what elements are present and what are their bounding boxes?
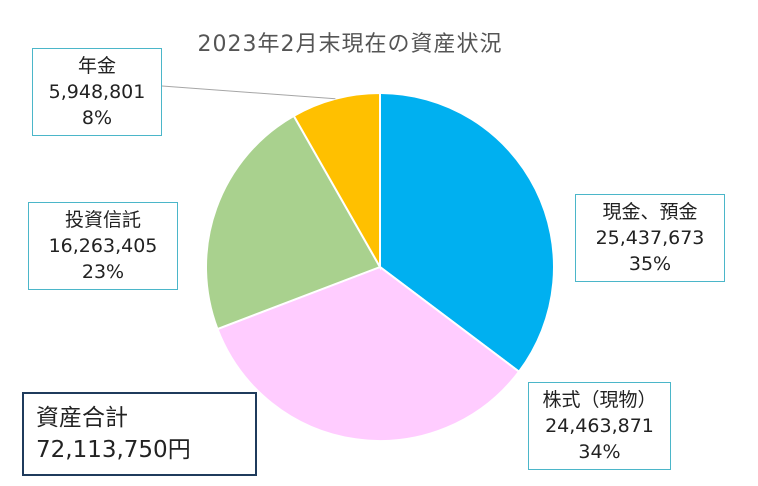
slice-label-investment-trusts: 投資信託 16,263,405 23% bbox=[28, 202, 178, 290]
slice-pension bbox=[292, 91, 381, 271]
slice-stocks bbox=[216, 265, 521, 442]
slice-label-value: 5,948,801 bbox=[48, 81, 146, 103]
slice-label-stocks: 株式（現物） 24,463,871 34% bbox=[528, 382, 671, 470]
slice-label-percent: 23% bbox=[81, 261, 125, 283]
slice-label-name: 現金、預金 bbox=[602, 201, 698, 223]
slice-label-name: 投資信託 bbox=[64, 209, 141, 231]
slice-label-value: 24,463,871 bbox=[545, 415, 654, 437]
total-assets-box: 資産合計 72,113,750円 bbox=[22, 392, 257, 476]
slice-investment-trusts bbox=[205, 114, 382, 331]
total-assets-value: 72,113,750円 bbox=[36, 437, 191, 463]
slice-label-percent: 35% bbox=[628, 253, 672, 275]
slice-label-value: 25,437,673 bbox=[595, 227, 705, 249]
slice-label-value: 16,263,405 bbox=[48, 235, 158, 257]
slice-label-name: 株式（現物） bbox=[542, 389, 657, 411]
slice-label-percent: 34% bbox=[578, 441, 621, 463]
chart-title: 2023年2月末現在の資産状況 bbox=[197, 32, 503, 57]
leader-line-pension bbox=[161, 85, 336, 100]
slice-label-pension: 年金 5,948,801 8% bbox=[32, 48, 162, 136]
slice-cash-deposits bbox=[379, 91, 555, 374]
total-assets-label: 資産合計 bbox=[36, 405, 128, 431]
slice-label-name: 年金 bbox=[77, 55, 116, 77]
slice-label-cash-deposits: 現金、預金 25,437,673 35% bbox=[575, 194, 725, 282]
slice-label-percent: 8% bbox=[81, 107, 113, 129]
